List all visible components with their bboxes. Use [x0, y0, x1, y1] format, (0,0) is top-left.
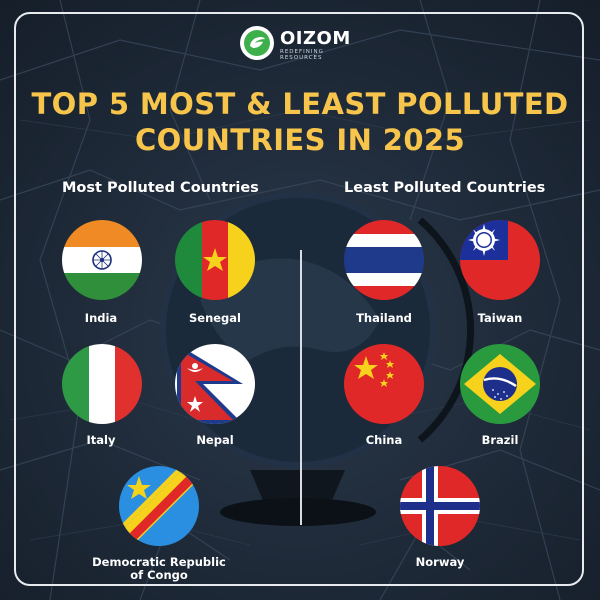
border-frame: [14, 12, 584, 586]
most-polluted-heading: Most Polluted Countries: [62, 180, 259, 196]
italy-flag-icon: [62, 344, 142, 424]
norway-flag-icon: [400, 466, 480, 546]
column-divider: [300, 250, 302, 525]
country-label-taiwan: Taiwan: [477, 311, 523, 325]
country-label-drc-line-1: Democratic Republic: [92, 555, 226, 569]
thailand-flag-icon: [344, 220, 424, 300]
brand-name: OIZOM: [280, 28, 351, 49]
leaf-logo-icon: [240, 26, 274, 60]
drc-flag-icon: [119, 466, 199, 546]
brand-tagline: REDEFINING RESOURCES: [280, 49, 324, 61]
country-label-china: China: [365, 433, 403, 447]
senegal-flag-icon: [175, 220, 255, 300]
brand-logo: OIZOM REDEFINING RESOURCES: [240, 24, 364, 64]
country-label-brazil: Brazil: [481, 433, 519, 447]
country-label-norway: Norway: [415, 555, 465, 569]
brazil-flag-icon: [460, 344, 540, 424]
page-title-line-1: TOP 5 MOST & LEAST POLLUTED: [31, 87, 569, 121]
nepal-flag-icon: [175, 344, 255, 424]
country-label-nepal: Nepal: [196, 433, 234, 447]
india-flag-icon: [62, 220, 142, 300]
taiwan-flag-icon: [460, 220, 540, 300]
country-label-india: India: [84, 311, 118, 325]
china-flag-icon: [344, 344, 424, 424]
least-polluted-heading: Least Polluted Countries: [344, 180, 546, 196]
country-label-senegal: Senegal: [188, 311, 241, 325]
country-label-thailand: Thailand: [356, 311, 412, 325]
country-label-italy: Italy: [86, 433, 116, 447]
page-title-line-2: COUNTRIES IN 2025: [134, 123, 466, 157]
country-label-drc-line-2: of Congo: [130, 568, 188, 582]
country-label-drc: Democratic Republic of Congo: [84, 556, 234, 582]
